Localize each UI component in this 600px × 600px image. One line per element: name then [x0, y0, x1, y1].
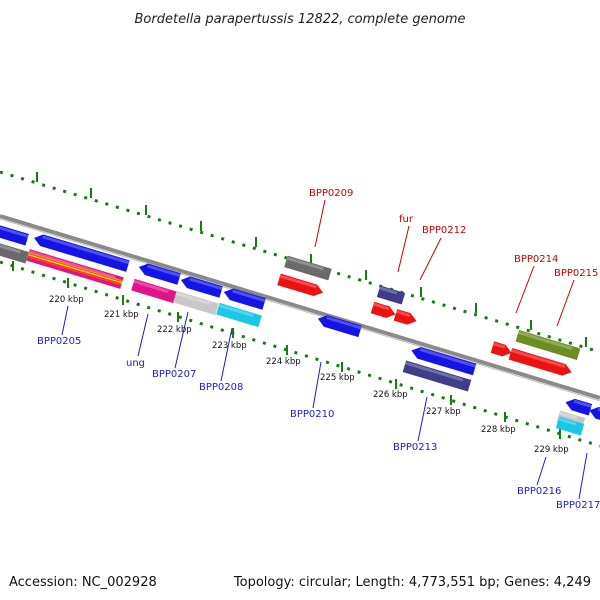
gene-label-bpp0212[interactable]: BPP0212: [422, 225, 466, 236]
tick-label-220: 220 kbp: [49, 295, 84, 305]
tick-label-224: 224 kbp: [266, 357, 301, 367]
gene-gray-box[interactable]: [0, 240, 29, 264]
gene-blue-arrow[interactable]: [0, 223, 29, 246]
gene-darkslate-box[interactable]: [402, 360, 472, 392]
topology-text: Topology: circular; Length: 4,773,551 bp…: [233, 575, 591, 590]
gene-label-ung[interactable]: ung: [126, 358, 145, 369]
gene-blue-arrow[interactable]: [179, 274, 223, 298]
tick-label-221: 221 kbp: [104, 310, 139, 320]
gene-label-bpp0207[interactable]: BPP0207: [152, 369, 196, 380]
accession-text: Accession: NC_002928: [9, 575, 157, 590]
leader-line: [417, 396, 428, 442]
gene-red-arrow[interactable]: [490, 341, 514, 358]
leader-line: [220, 327, 233, 382]
tick-label-229: 229 kbp: [534, 445, 569, 455]
gene-blue-arrow[interactable]: [564, 397, 593, 416]
gene-red-arrow[interactable]: [370, 301, 397, 320]
gene-label-bpp0213[interactable]: BPP0213: [393, 442, 437, 453]
gene-red-arrow[interactable]: [508, 348, 574, 378]
gene-label-bpp0209[interactable]: BPP0209: [309, 188, 353, 199]
gene-magenta-box[interactable]: [131, 278, 177, 304]
gene-red-arrow[interactable]: [393, 309, 419, 327]
gene-cyan-box[interactable]: [555, 416, 585, 436]
gene-label-bpp0216[interactable]: BPP0216: [517, 486, 561, 497]
gene-blue-arrow[interactable]: [588, 405, 600, 422]
gene-red-arrow[interactable]: [277, 273, 325, 299]
leader-line: [174, 311, 189, 369]
leader-line: [536, 456, 547, 486]
gene-label-bpp0210[interactable]: BPP0210: [290, 409, 334, 420]
gene-striped-box[interactable]: [26, 249, 124, 289]
gene-gray-box[interactable]: [284, 255, 332, 281]
gene-olive-box[interactable]: [515, 330, 581, 360]
tick-label-226: 226 kbp: [373, 390, 408, 400]
gene-label-fur[interactable]: fur: [399, 214, 414, 225]
leader-line: [397, 225, 410, 273]
label-leaders: [61, 199, 588, 500]
gene-label-bpp0214[interactable]: BPP0214: [514, 254, 558, 265]
leader-line: [314, 199, 326, 248]
leader-line: [556, 279, 575, 327]
gene-blue-arrow[interactable]: [316, 313, 362, 338]
leader-line: [578, 452, 588, 500]
leader-line: [61, 305, 69, 336]
tick-label-225: 225 kbp: [320, 373, 355, 383]
gene-blue-arrow[interactable]: [222, 286, 266, 310]
gene-darkslate-box[interactable]: [376, 285, 406, 305]
gene-label-bpp0208[interactable]: BPP0208: [199, 382, 243, 393]
gene-label-bpp0215[interactable]: BPP0215: [554, 268, 598, 279]
gene-lightgray-box[interactable]: [173, 290, 219, 316]
map-title: Bordetella parapertussis 12822, complete…: [135, 12, 466, 27]
tick-marks: [12, 172, 587, 439]
gene-features: [0, 223, 600, 436]
leader-line: [137, 313, 149, 357]
gene-cyan-box[interactable]: [216, 302, 262, 328]
leader-line: [312, 361, 322, 409]
tick-label-223: 223 kbp: [212, 341, 247, 351]
gene-blue-arrow[interactable]: [32, 232, 130, 272]
leader-line: [515, 265, 535, 314]
gene-blue-arrow[interactable]: [137, 261, 181, 285]
gene-label-bpp0205[interactable]: BPP0205: [37, 336, 81, 347]
leader-line: [419, 237, 442, 281]
gene-blue-arrow[interactable]: [410, 345, 477, 376]
tick-label-227: 227 kbp: [426, 407, 461, 417]
backbone: [0, 214, 600, 402]
gene-label-bpp0217[interactable]: BPP0217: [556, 500, 600, 511]
tick-label-222: 222 kbp: [157, 325, 192, 335]
tick-label-228: 228 kbp: [481, 425, 516, 435]
